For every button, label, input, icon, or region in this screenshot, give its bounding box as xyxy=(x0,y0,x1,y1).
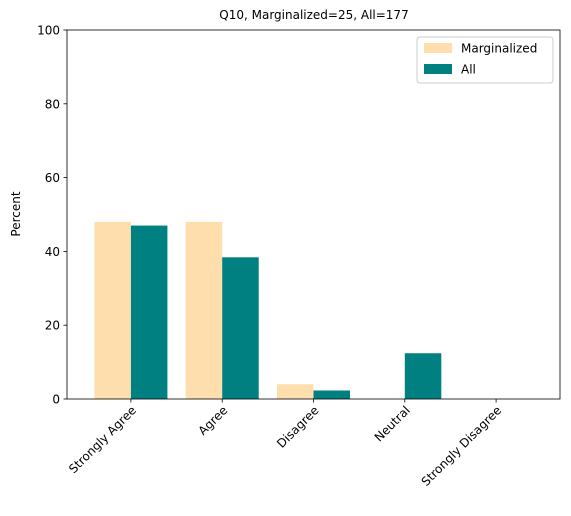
x-tick-label: Disagree xyxy=(274,403,322,451)
y-tick-label: 0 xyxy=(52,393,60,407)
y-tick-label: 80 xyxy=(45,97,60,111)
x-tick-label: Neutral xyxy=(372,403,413,444)
legend: Marginalized All xyxy=(416,36,554,84)
bar-marginalized-strongly-agree xyxy=(94,221,131,399)
x-tick-label: Agree xyxy=(195,403,230,438)
legend-label-marginalized: Marginalized xyxy=(461,42,537,56)
x-tick-label: Strongly Disagree xyxy=(419,403,505,489)
bar-all-disagree xyxy=(313,390,351,399)
chart-title: Q10, Marginalized=25, All=177 xyxy=(219,8,408,22)
y-axis-label: Percent xyxy=(9,191,23,236)
plot-area: 0 20 40 60 80 100 Strongly Agree Agree Disagree N… xyxy=(37,24,561,489)
y-tick-label: 100 xyxy=(37,24,60,38)
bar-marginalized-agree xyxy=(185,221,223,399)
y-tick-label: 40 xyxy=(45,245,60,259)
legend-label-all: All xyxy=(461,63,476,77)
bar-marginalized-disagree xyxy=(276,384,314,399)
x-tick-label: Strongly Agree xyxy=(66,403,139,476)
bar-all-agree xyxy=(222,257,259,399)
y-tick-label: 60 xyxy=(45,171,60,185)
legend-swatch-marginalized xyxy=(424,43,452,53)
bar-all-strongly-agree xyxy=(130,225,168,399)
bar-all-neutral xyxy=(404,353,442,399)
y-tick-label: 20 xyxy=(45,319,60,333)
legend-swatch-all xyxy=(424,64,452,74)
